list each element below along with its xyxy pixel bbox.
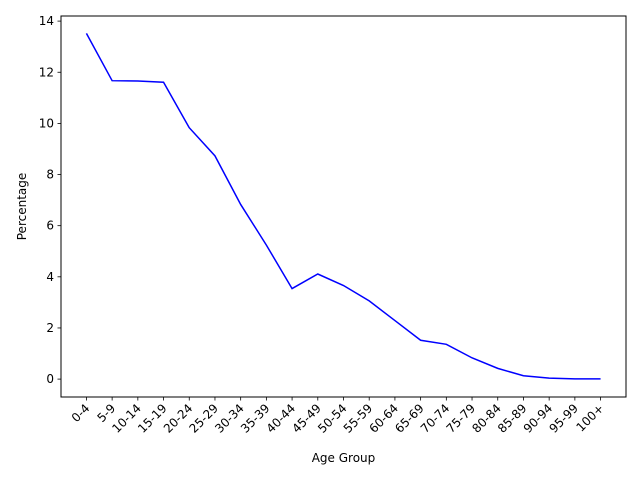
y-axis-title: Percentage xyxy=(15,173,29,241)
x-tick-label: 95-99 xyxy=(546,401,581,436)
series-line xyxy=(85,33,601,380)
y-tick-label: 4 xyxy=(46,270,54,284)
y-tick-label: 10 xyxy=(39,116,54,130)
y-axis: 0 2 4 6 8 10 12 14 xyxy=(39,14,61,386)
y-tick-label: 14 xyxy=(39,14,54,28)
y-tick-label: 2 xyxy=(46,321,54,335)
y-tick-label: 0 xyxy=(46,372,54,386)
x-tick-label: 100+ xyxy=(573,401,606,434)
x-axis: 0-4 5-910-1415-1920-2425-2930-3435-3940-4… xyxy=(69,397,607,436)
plot-area xyxy=(60,15,627,398)
x-axis-title: Age Group xyxy=(312,451,376,465)
x-tick-label: 0-4 xyxy=(69,401,93,425)
y-tick-label: 12 xyxy=(39,65,54,79)
y-tick-label: 6 xyxy=(46,219,54,233)
y-tick-label: 8 xyxy=(46,168,54,182)
